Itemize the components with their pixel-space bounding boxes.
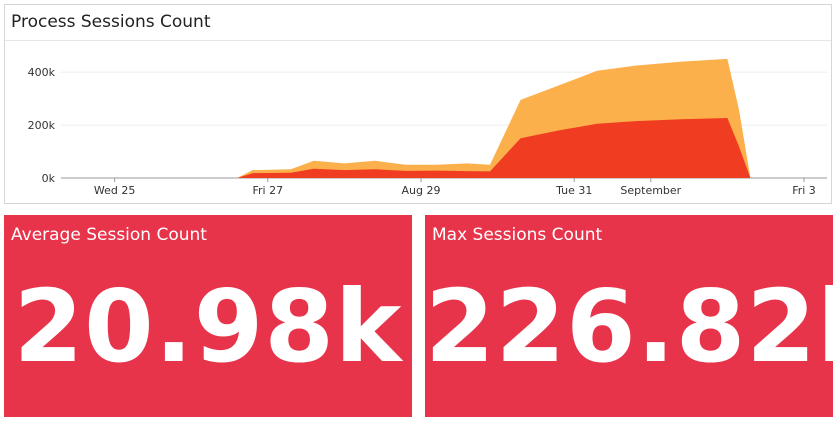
y-tick-label-1: 200k: [28, 119, 56, 132]
average-session-count-title: Average Session Count: [11, 225, 207, 245]
max-sessions-count-title: Max Sessions Count: [432, 225, 603, 245]
x-tick-label-1: Fri 27: [253, 184, 284, 197]
y-tick-label-0: 0k: [42, 172, 56, 185]
max-sessions-count-value: 226.82k: [425, 268, 833, 385]
x-tick-label-3: Tue 31: [555, 184, 592, 197]
y-tick-label-2: 400k: [28, 66, 56, 79]
x-tick-label-4: September: [620, 184, 681, 197]
process-sessions-chart-panel: Process Sessions Count 0k 200k 400k Wed 25 F…: [4, 4, 832, 204]
area-chart[interactable]: 0k 200k 400k Wed 25 Fri 27 Aug 29 Tue 31 Septem…: [5, 5, 831, 203]
x-tick-label-5: Fri 3: [792, 184, 816, 197]
max-sessions-count-widget: Max Sessions Count 226.82k: [425, 215, 833, 417]
area-series-0[interactable]: [237, 118, 751, 178]
average-session-count-value: 20.98k: [13, 268, 403, 385]
average-session-count-widget: Average Session Count 20.98k: [4, 215, 412, 417]
chart-title: Process Sessions Count: [11, 12, 211, 32]
x-tick-label-2: Aug 29: [402, 184, 441, 197]
chart-title-divider: [5, 40, 831, 41]
x-tick-label-0: Wed 25: [94, 184, 135, 197]
